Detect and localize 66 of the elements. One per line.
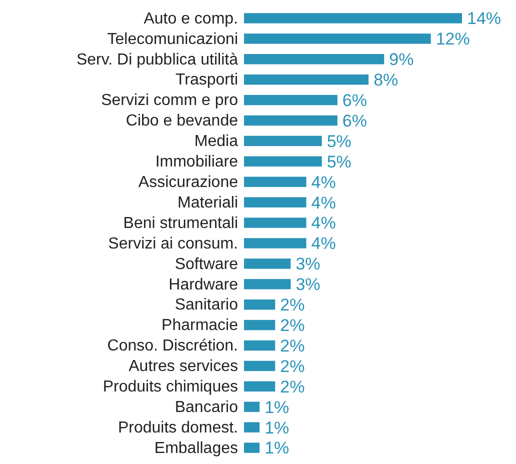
bar (244, 422, 260, 432)
y-tick-label: Auto e comp. (144, 10, 238, 28)
y-tick-label: Materiali (178, 194, 238, 212)
y-tick-label: Media (194, 133, 238, 150)
y-tick-label: Software (174, 256, 238, 273)
bar (244, 279, 291, 290)
data-label: 4% (311, 234, 336, 254)
bar (244, 299, 276, 310)
bar (244, 74, 369, 85)
data-label: 2% (280, 356, 305, 376)
bar (244, 94, 338, 106)
y-tick-label: Pharmacie (162, 317, 238, 334)
data-label: 1% (264, 398, 290, 417)
y-tick-label: Hardware (168, 276, 238, 294)
y-tick-label: Emballages (154, 440, 238, 457)
y-tick-label: Beni strumentali (123, 214, 238, 232)
y-tick-label: Cibo e bevande (126, 112, 238, 130)
y-tick-label: Trasporti (175, 72, 238, 89)
data-label: 9% (389, 50, 414, 70)
data-label: 5% (326, 132, 352, 151)
bar (244, 340, 276, 351)
data-label: 2% (280, 377, 305, 396)
bar (244, 136, 322, 146)
y-tick-label: Servizi ai consum. (108, 235, 238, 252)
data-label: 14% (467, 9, 502, 28)
data-label: 2% (280, 296, 305, 315)
bar (244, 442, 260, 453)
bar (244, 402, 260, 412)
bar (244, 258, 291, 269)
bar (244, 115, 338, 126)
data-label: 2% (280, 336, 305, 356)
y-tick-label: Immobiliare (155, 154, 238, 171)
data-label: 2% (280, 316, 305, 335)
bar (244, 381, 276, 392)
data-label: 4% (311, 193, 336, 212)
data-label: 1% (264, 438, 290, 458)
data-label: 6% (342, 111, 368, 130)
bar (244, 156, 322, 167)
data-label: 4% (311, 214, 336, 233)
y-tick-label: Assicurazione (138, 174, 238, 191)
bar (244, 238, 306, 248)
data-label: 3% (296, 254, 320, 274)
bar (244, 320, 276, 330)
data-label: 12% (436, 30, 470, 49)
y-tick-label: Serv. Di pubblica utilità (76, 51, 238, 68)
bar (244, 34, 431, 44)
bar (244, 360, 276, 372)
y-tick-label: Autres services (128, 358, 238, 376)
bar (244, 197, 306, 208)
bar (244, 54, 384, 64)
y-tick-label: Produits domest. (118, 419, 238, 436)
y-tick-label: Sanitario (174, 296, 238, 314)
y-tick-label: Conso. Discrétion. (107, 338, 238, 355)
bar (244, 13, 462, 24)
y-tick-label: Telecomunicazioni (107, 30, 238, 48)
data-label: 1% (264, 418, 290, 438)
bar (244, 176, 306, 187)
bar (244, 218, 306, 228)
data-label: 4% (311, 172, 336, 192)
data-label: 6% (342, 90, 368, 110)
y-tick-label: Bancario (174, 398, 238, 416)
y-tick-label: Servizi comm e pro (101, 92, 238, 110)
data-label: 8% (374, 70, 398, 90)
y-tick-label: Produits chimiques (102, 378, 238, 396)
data-label: 5% (326, 152, 352, 172)
data-label: 3% (296, 275, 320, 294)
